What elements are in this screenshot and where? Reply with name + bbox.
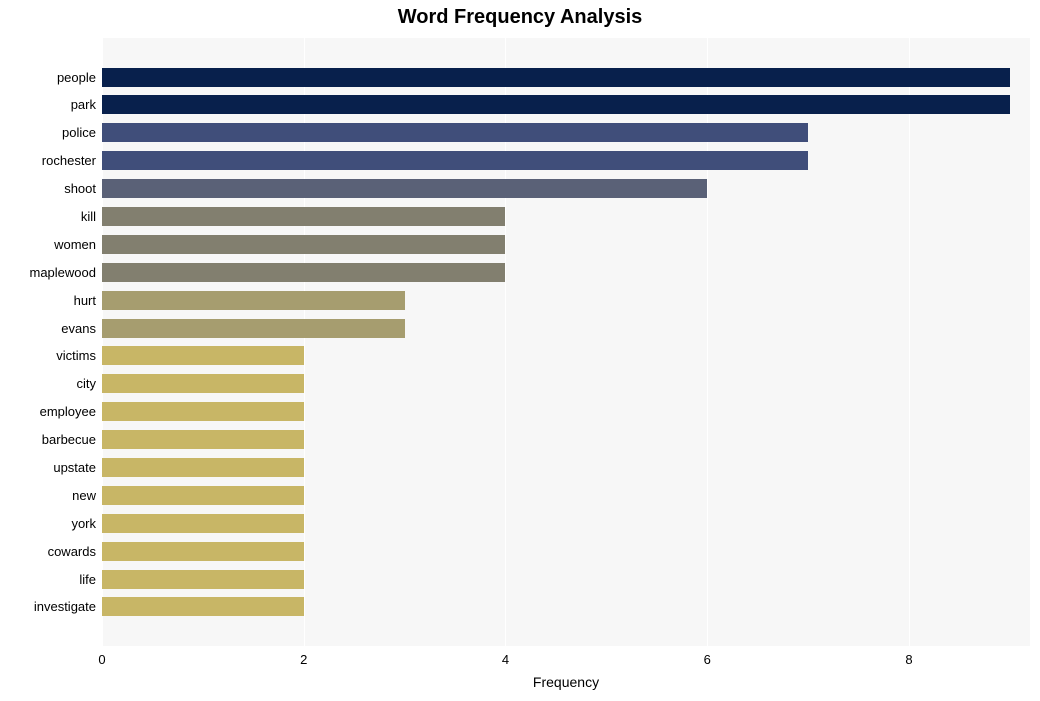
- bar: [102, 597, 304, 616]
- bar: [102, 402, 304, 421]
- y-tick-label: evans: [61, 321, 96, 336]
- x-tick-label: 8: [905, 652, 912, 667]
- plot-area: [102, 38, 1030, 646]
- y-tick-label: york: [71, 516, 96, 531]
- y-tick-label: employee: [40, 404, 96, 419]
- y-tick-label: barbecue: [42, 432, 96, 447]
- bar: [102, 346, 304, 365]
- bar: [102, 151, 808, 170]
- x-tick-label: 4: [502, 652, 509, 667]
- y-tick-label: cowards: [48, 544, 96, 559]
- bar: [102, 514, 304, 533]
- bar: [102, 291, 405, 310]
- word-frequency-chart: Word Frequency Analysis Frequency 0 2 4 6 8 p…: [0, 0, 1040, 701]
- bar: [102, 486, 304, 505]
- x-axis-label: Frequency: [102, 674, 1030, 690]
- bar: [102, 570, 304, 589]
- x-tick-label: 2: [300, 652, 307, 667]
- chart-title: Word Frequency Analysis: [0, 6, 1040, 29]
- bar: [102, 235, 505, 254]
- bar: [102, 179, 707, 198]
- bar: [102, 374, 304, 393]
- bar: [102, 207, 505, 226]
- y-tick-label: city: [77, 376, 97, 391]
- y-tick-label: police: [62, 125, 96, 140]
- bar: [102, 123, 808, 142]
- bar: [102, 542, 304, 561]
- bar: [102, 458, 304, 477]
- bar: [102, 319, 405, 338]
- y-tick-label: people: [57, 70, 96, 85]
- gridline: [909, 38, 910, 646]
- y-tick-label: hurt: [74, 293, 96, 308]
- y-tick-label: maplewood: [30, 265, 97, 280]
- y-tick-label: rochester: [42, 153, 96, 168]
- y-tick-label: investigate: [34, 599, 96, 614]
- y-tick-label: new: [72, 488, 96, 503]
- y-tick-label: kill: [81, 209, 96, 224]
- y-tick-label: shoot: [64, 181, 96, 196]
- bar: [102, 263, 505, 282]
- y-tick-label: women: [54, 237, 96, 252]
- x-tick-label: 6: [704, 652, 711, 667]
- bar: [102, 95, 1010, 114]
- y-tick-label: victims: [56, 348, 96, 363]
- y-tick-label: upstate: [53, 460, 96, 475]
- x-tick-label: 0: [98, 652, 105, 667]
- bar: [102, 68, 1010, 87]
- bar: [102, 430, 304, 449]
- y-tick-label: life: [79, 572, 96, 587]
- y-tick-label: park: [71, 97, 96, 112]
